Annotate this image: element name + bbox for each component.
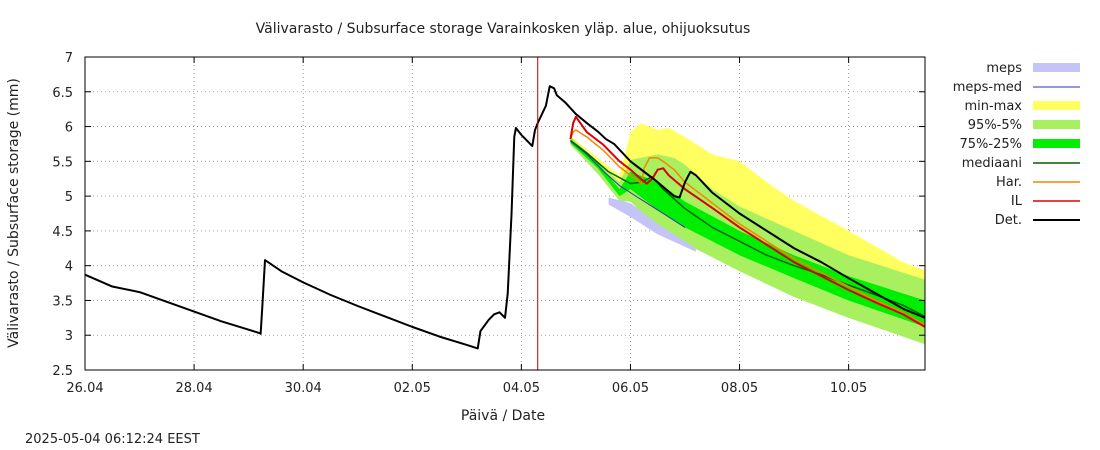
x-tick-label: 06.05 <box>612 381 649 396</box>
y-tick-label: 7 <box>65 51 73 66</box>
x-tick-label: 02.05 <box>394 381 431 396</box>
series-line-il <box>569 115 926 328</box>
y-tick-label: 6 <box>65 121 73 136</box>
legend-item-har: Har. <box>996 175 1080 190</box>
series-line-meps-med <box>570 140 686 228</box>
timestamp: 2025-05-04 06:12:24 EEST <box>25 432 200 447</box>
legend-label: IL <box>1011 194 1023 209</box>
legend-swatch <box>1033 139 1080 148</box>
legend-swatch <box>1033 63 1080 72</box>
legend-swatch <box>1033 101 1080 110</box>
series-lines <box>84 85 926 350</box>
y-tick-label: 2.5 <box>52 364 73 379</box>
legend-label: mediaani <box>962 156 1022 171</box>
x-tick-label: 30.04 <box>285 381 322 396</box>
x-axis-label: Päivä / Date <box>461 408 545 424</box>
series-line-mediaani <box>569 139 926 318</box>
legend-label: meps-med <box>953 80 1022 95</box>
legend-label: Har. <box>996 175 1022 190</box>
x-tick-label: 04.05 <box>503 381 540 396</box>
y-tick-label: 3.5 <box>52 294 73 309</box>
legend-item-il: IL <box>1011 194 1080 209</box>
y-axis-ticks: 2.5 3 3.5 4 4.5 5 5.5 6 6.5 7 <box>52 51 925 379</box>
y-tick-label: 4 <box>65 260 73 275</box>
legend-item-mediaani: mediaani <box>962 156 1080 171</box>
x-tick-label: 08.05 <box>721 381 758 396</box>
y-tick-label: 5 <box>65 190 73 205</box>
legend-item-det: Det. <box>995 213 1080 228</box>
legend-label: Det. <box>995 213 1022 228</box>
series-line-det <box>84 85 926 350</box>
legend-label: min-max <box>964 99 1022 114</box>
legend-item-p95-5: 95%-5% <box>968 118 1080 133</box>
y-tick-label: 5.5 <box>52 155 73 170</box>
x-axis-ticks: 26.04 28.04 30.04 02.05 04.05 06.05 08.05 10.05 <box>66 57 867 396</box>
legend-label: meps <box>986 61 1022 76</box>
legend-swatch <box>1033 120 1080 129</box>
legend-item-p75-25: 75%-25% <box>960 137 1080 152</box>
plot-area <box>84 56 926 371</box>
legend: meps meps-med min-max 95%-5% 75%-25% mediaani… <box>953 61 1080 228</box>
y-axis-label: Välivarasto / Subsurface storage (mm) <box>6 78 22 348</box>
y-tick-label: 3 <box>65 329 73 344</box>
x-tick-label: 26.04 <box>66 381 103 396</box>
x-tick-label: 10.05 <box>830 381 867 396</box>
chart-title: Välivarasto / Subsurface storage Varaink… <box>256 21 751 37</box>
legend-item-min-max: min-max <box>964 99 1080 114</box>
band-meps <box>608 197 696 252</box>
y-tick-label: 4.5 <box>52 225 73 240</box>
legend-label: 95%-5% <box>968 118 1022 133</box>
plot-frame <box>84 56 926 371</box>
legend-label: 75%-25% <box>960 137 1022 152</box>
y-tick-label: 6.5 <box>52 86 73 101</box>
x-tick-label: 28.04 <box>175 381 212 396</box>
legend-item-meps: meps <box>986 61 1080 76</box>
series-line-har <box>569 129 926 326</box>
legend-item-meps-med: meps-med <box>953 80 1080 95</box>
